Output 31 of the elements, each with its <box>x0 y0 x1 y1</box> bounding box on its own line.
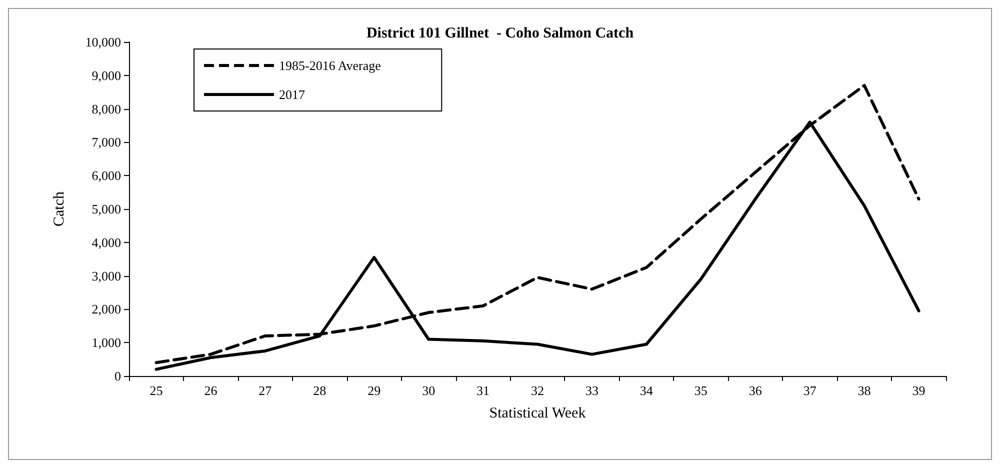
x-tick-label: 34 <box>640 383 654 398</box>
y-tick-label: 4,000 <box>92 234 121 250</box>
x-tick-label: 27 <box>258 383 272 398</box>
y-tick-label: 9,000 <box>92 68 121 83</box>
y-tick-label: 0 <box>114 368 121 384</box>
x-tick-label: 38 <box>858 383 871 398</box>
x-tick-label: 31 <box>476 383 490 398</box>
y-tick-label: 10,000 <box>85 34 121 50</box>
y-axis-title: Catch <box>52 191 68 226</box>
y-tick-label: 1,000 <box>92 335 121 350</box>
y-tick-label: 6,000 <box>92 168 121 184</box>
x-tick-label: 37 <box>803 383 817 398</box>
x-tick-label: 36 <box>748 383 762 398</box>
x-tick-label: 26 <box>204 383 218 398</box>
x-tick-label: 28 <box>313 383 326 398</box>
x-tick-label: 29 <box>368 383 381 398</box>
y-tick-label: 7,000 <box>92 134 121 150</box>
y-tick-label: 5,000 <box>92 202 121 216</box>
y-tick-label: 8,000 <box>92 101 121 116</box>
y-tick-label: 2,000 <box>92 302 121 317</box>
x-tick-label: 35 <box>694 383 708 398</box>
x-tick-label: 33 <box>585 383 598 398</box>
y-tick-label: 3,000 <box>92 268 121 284</box>
x-axis-title: Statistical Week <box>489 406 586 422</box>
x-tick-label: 39 <box>912 383 926 398</box>
x-tick-label: 30 <box>422 383 436 398</box>
x-tick-label: 25 <box>150 383 163 398</box>
x-tick-label: 32 <box>531 383 544 398</box>
legend-label: 1985-2016 Average <box>279 58 382 73</box>
legend-label: 2017 <box>279 87 306 102</box>
chart-title: District 101 Gillnet - Coho Salmon Catch <box>366 26 634 42</box>
